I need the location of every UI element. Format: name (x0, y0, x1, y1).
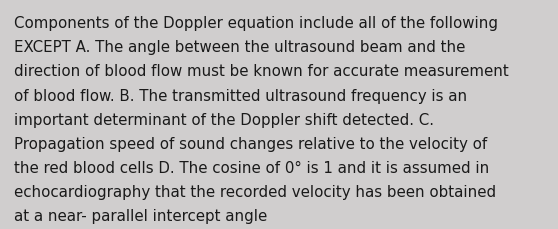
Text: Components of the Doppler equation include all of the following: Components of the Doppler equation inclu… (14, 16, 498, 31)
Text: the red blood cells D. The cosine of 0° is 1 and it is assumed in: the red blood cells D. The cosine of 0° … (14, 160, 489, 175)
Text: important determinant of the Doppler shift detected. C.: important determinant of the Doppler shi… (14, 112, 434, 127)
Text: direction of blood flow must be known for accurate measurement: direction of blood flow must be known fo… (14, 64, 509, 79)
Text: at a near- parallel intercept angle: at a near- parallel intercept angle (14, 208, 267, 223)
Text: echocardiography that the recorded velocity has been obtained: echocardiography that the recorded veloc… (14, 184, 496, 199)
Text: Propagation speed of sound changes relative to the velocity of: Propagation speed of sound changes relat… (14, 136, 487, 151)
Text: EXCEPT A. The angle between the ultrasound beam and the: EXCEPT A. The angle between the ultrasou… (14, 40, 465, 55)
Text: of blood flow. B. The transmitted ultrasound frequency is an: of blood flow. B. The transmitted ultras… (14, 88, 467, 103)
